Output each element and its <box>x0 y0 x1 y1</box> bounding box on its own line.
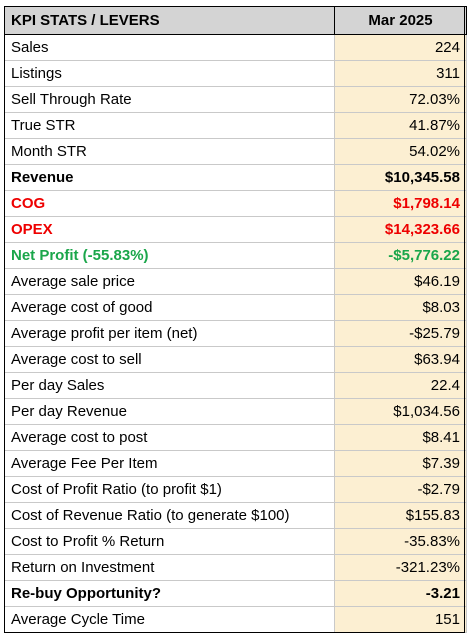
kpi-label-cell[interactable]: Average Cycle Time <box>4 606 335 633</box>
table-row: Month STR 54.02% <box>4 138 467 165</box>
table-row: Average sale price $46.19 <box>4 268 467 295</box>
table-row: Average cost to sell $63.94 <box>4 346 467 373</box>
kpi-label-cell[interactable]: Average cost to sell <box>4 346 335 373</box>
table-row: Sell Through Rate 72.03% <box>4 86 467 113</box>
kpi-label-cell[interactable]: Average sale price <box>4 268 335 295</box>
table-row: Average profit per item (net) -$25.79 <box>4 320 467 347</box>
table-row: Revenue $10,345.58 <box>4 164 467 191</box>
kpi-value-cell[interactable]: 22.4 <box>334 372 467 399</box>
kpi-label-cell[interactable]: Cost to Profit % Return <box>4 528 335 555</box>
top-edge <box>0 0 471 6</box>
kpi-label-cell[interactable]: Sales <box>4 34 335 61</box>
table-row: Average cost to post $8.41 <box>4 424 467 451</box>
kpi-value-cell[interactable]: -35.83% <box>334 528 467 555</box>
table-row: COG $1,798.14 <box>4 190 467 217</box>
kpi-label-cell[interactable]: COG <box>4 190 335 217</box>
kpi-value-cell[interactable]: $7.39 <box>334 450 467 477</box>
kpi-label-cell[interactable]: OPEX <box>4 216 335 243</box>
table-row: Net Profit (-55.83%) -$5,776.22 <box>4 242 467 269</box>
kpi-value-cell[interactable]: 72.03% <box>334 86 467 113</box>
kpi-value-cell[interactable]: $155.83 <box>334 502 467 529</box>
kpi-label-cell[interactable]: Cost of Profit Ratio (to profit $1) <box>4 476 335 503</box>
table-row: Average cost of good $8.03 <box>4 294 467 321</box>
kpi-value-cell[interactable]: -321.23% <box>334 554 467 581</box>
kpi-value-cell[interactable]: 54.02% <box>334 138 467 165</box>
kpi-value-cell[interactable]: $63.94 <box>334 346 467 373</box>
table-row: Cost to Profit % Return -35.83% <box>4 528 467 555</box>
kpi-label-cell[interactable]: Per day Sales <box>4 372 335 399</box>
kpi-value-cell[interactable]: 151 <box>334 606 467 633</box>
kpi-value-cell[interactable]: -$2.79 <box>334 476 467 503</box>
table-row: Cost of Revenue Ratio (to generate $100)… <box>4 502 467 529</box>
table-row: Average Fee Per Item $7.39 <box>4 450 467 477</box>
kpi-value-cell[interactable]: -$5,776.22 <box>334 242 467 269</box>
kpi-value-cell[interactable]: -$25.79 <box>334 320 467 347</box>
kpi-value-cell[interactable]: $1,798.14 <box>334 190 467 217</box>
kpi-label-cell[interactable]: Re-buy Opportunity? <box>4 580 335 607</box>
kpi-label-cell[interactable]: Cost of Revenue Ratio (to generate $100) <box>4 502 335 529</box>
kpi-label-cell[interactable]: True STR <box>4 112 335 139</box>
kpi-label-cell[interactable]: Revenue <box>4 164 335 191</box>
kpi-label-cell[interactable]: Average cost to post <box>4 424 335 451</box>
kpi-rows: Sales 224 Listings 311 Sell Through Rate 72.0… <box>4 34 467 633</box>
kpi-value-cell[interactable]: $8.41 <box>334 424 467 451</box>
kpi-label-cell[interactable]: Return on Investment <box>4 554 335 581</box>
table-row: Listings 311 <box>4 60 467 87</box>
kpi-label-cell[interactable]: Month STR <box>4 138 335 165</box>
kpi-label-cell[interactable]: Average cost of good <box>4 294 335 321</box>
kpi-label-cell[interactable]: Average Fee Per Item <box>4 450 335 477</box>
kpi-label-cell[interactable]: Listings <box>4 60 335 87</box>
table-row: Per day Revenue $1,034.56 <box>4 398 467 425</box>
kpi-value-cell[interactable]: -3.21 <box>334 580 467 607</box>
kpi-label-cell[interactable]: Per day Revenue <box>4 398 335 425</box>
kpi-value-cell[interactable]: 311 <box>334 60 467 87</box>
kpi-value-cell[interactable]: $10,345.58 <box>334 164 467 191</box>
kpi-label-cell[interactable]: Sell Through Rate <box>4 86 335 113</box>
table-row: Return on Investment -321.23% <box>4 554 467 581</box>
header-period-cell[interactable]: Mar 2025 <box>334 6 467 35</box>
table-row: Per day Sales 22.4 <box>4 372 467 399</box>
kpi-value-cell[interactable]: 41.87% <box>334 112 467 139</box>
kpi-table: KPI STATS / LEVERS Mar 2025 Sales 224 List… <box>4 6 467 633</box>
table-row: Re-buy Opportunity? -3.21 <box>4 580 467 607</box>
kpi-value-cell[interactable]: $14,323.66 <box>334 216 467 243</box>
table-row: Cost of Profit Ratio (to profit $1) -$2.7… <box>4 476 467 503</box>
table-row: OPEX $14,323.66 <box>4 216 467 243</box>
header-row: KPI STATS / LEVERS Mar 2025 <box>4 6 467 35</box>
kpi-label-cell[interactable]: Average profit per item (net) <box>4 320 335 347</box>
kpi-label-cell[interactable]: Net Profit (-55.83%) <box>4 242 335 269</box>
kpi-value-cell[interactable]: 224 <box>334 34 467 61</box>
table-row: True STR 41.87% <box>4 112 467 139</box>
kpi-value-cell[interactable]: $1,034.56 <box>334 398 467 425</box>
table-row: Average Cycle Time 151 <box>4 606 467 633</box>
table-row: Sales 224 <box>4 34 467 61</box>
header-label-cell[interactable]: KPI STATS / LEVERS <box>4 6 335 35</box>
kpi-value-cell[interactable]: $8.03 <box>334 294 467 321</box>
kpi-value-cell[interactable]: $46.19 <box>334 268 467 295</box>
